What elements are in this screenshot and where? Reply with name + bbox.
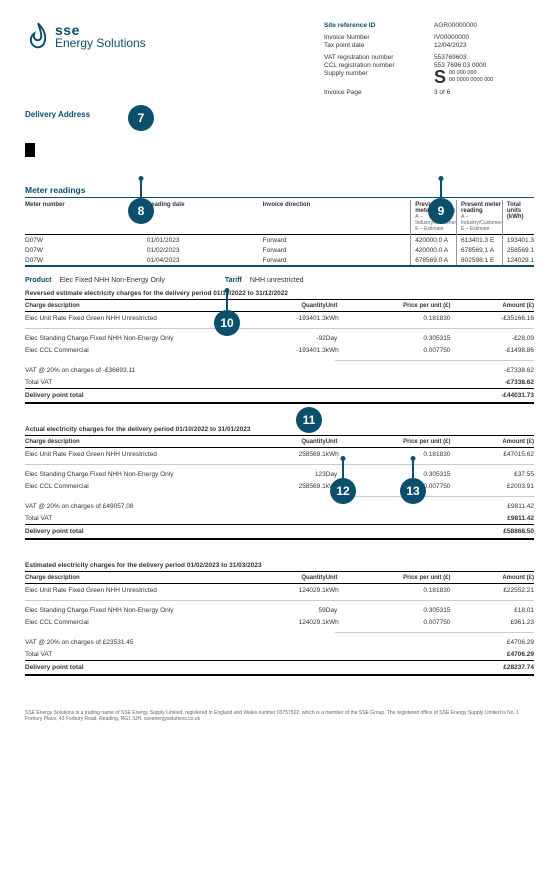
- meta-page-val: 3 of 6: [434, 89, 534, 96]
- page-footer: SSE Energy Solutions is a trading name o…: [25, 710, 534, 722]
- supply-s-icon: S: [434, 70, 446, 84]
- tariff-label: Tariff: [225, 277, 242, 284]
- tariff-value: NHH unrestricted: [250, 277, 304, 284]
- delivery-address-label: Delivery Address: [25, 110, 90, 119]
- mtr-col-date: Reading date: [147, 200, 263, 235]
- delivery-point-total-row: Delivery point total£58868.50: [25, 525, 534, 540]
- meta-siteref-val: AGR00000000: [434, 22, 534, 29]
- block2-table: Charge description Quantity Unit Price p…: [25, 436, 534, 540]
- mtr-col-units: Total units (kWh): [502, 200, 534, 235]
- invoice-meta-grid: Site reference ID AGR00000000 Invoice Nu…: [324, 22, 534, 96]
- table-row: D07W01/01/2023Forward420000.0 A613401.3 …: [25, 235, 534, 246]
- total-vat-row: Total VAT-£7338.62: [25, 376, 534, 389]
- meta-supply-val: S 00 000 000 00 0000 0000 000: [434, 70, 534, 84]
- mtr-col-dir: Invoice direction: [263, 200, 411, 235]
- table-row: Elec CCL Commercial-193401.3kWh0.007750-…: [25, 344, 534, 356]
- mtr-col-pres: Present meter reading A – Industry/Custo…: [457, 200, 503, 235]
- annotation-marker-12: 12: [330, 478, 356, 504]
- block3-header: Estimated electricity charges for the de…: [25, 562, 534, 572]
- redacted-block: [25, 143, 35, 157]
- vat-row: VAT @ 20% on charges of £23531.45£4706.2…: [25, 636, 534, 648]
- chg-col-qty: Quantity: [259, 300, 326, 312]
- product-tariff-line: Product Elec Fixed NHH Non-Energy Only T…: [25, 277, 534, 284]
- meta-siteref-key: Site reference ID: [324, 22, 434, 29]
- meta-taxdate-key: Tax point date: [324, 42, 434, 49]
- delivery-point-total-row: Delivery point total£28237.74: [25, 661, 534, 676]
- annotation-marker-10: 10: [214, 310, 240, 336]
- total-vat-row: Total VAT£4706.29: [25, 648, 534, 661]
- annotation-marker-11: 11: [296, 407, 322, 433]
- meta-ccl-val: 553 7696 03 0000: [434, 62, 534, 69]
- table-row: D07W01/04/2023Forward678569.0 A802598.1 …: [25, 255, 534, 266]
- meta-invnum-val: IV00000000: [434, 34, 534, 41]
- meta-vat-key: VAT registration number: [324, 54, 434, 61]
- delivery-address-row: Delivery Address: [25, 110, 534, 119]
- table-row: Elec CCL Commercial124029.1kWh0.007750£9…: [25, 616, 534, 628]
- block1-header: Reversed estimate electricity charges fo…: [25, 290, 534, 300]
- meter-readings-title: Meter readings: [25, 185, 534, 198]
- logo-text: sse Energy Solutions: [55, 22, 146, 50]
- brand-line2: Energy Solutions: [55, 36, 146, 50]
- logo-flame-icon: [25, 22, 51, 56]
- block2-header: Actual electricity charges for the deliv…: [25, 426, 534, 436]
- table-row: Elec Standing Charge Fixed NHH Non-Energ…: [25, 604, 534, 616]
- block1-table: Charge description Quantity Unit Price p…: [25, 300, 534, 404]
- table-row: D07W01/02/2023Forward420000.0 A678569.1 …: [25, 245, 534, 255]
- supply-bot: 00 0000 0000 000: [449, 77, 493, 84]
- table-row: Elec Unit Rate Fixed Green NHH Unrestric…: [25, 584, 534, 597]
- meta-ccl-key: CCL registration number: [324, 62, 434, 69]
- block3-table: Charge description Quantity Unit Price p…: [25, 572, 534, 676]
- annotation-marker-13: 13: [400, 478, 426, 504]
- chg-col-amt: Amount (£): [450, 300, 534, 312]
- supply-top: 00 000 000: [449, 70, 493, 77]
- vat-row: VAT @ 20% on charges of £49057.08£9811.4…: [25, 500, 534, 512]
- meta-page-key: Invoice Page: [324, 89, 434, 96]
- table-row: Elec Standing Charge Fixed NHH Non-Energ…: [25, 332, 534, 344]
- annotation-marker-9: 9: [428, 198, 454, 224]
- invoice-header: sse Energy Solutions Site reference ID A…: [25, 22, 534, 96]
- chg-col-unit: Unit: [326, 300, 362, 312]
- meta-vat-val: 553769603: [434, 54, 534, 61]
- meter-readings-table: Meter number Reading date Invoice direct…: [25, 200, 534, 267]
- table-row: Elec Standing Charge Fixed NHH Non-Energ…: [25, 468, 534, 480]
- product-label: Product: [25, 277, 51, 284]
- table-row: Elec Unit Rate Fixed Green NHH Unrestric…: [25, 312, 534, 325]
- annotation-marker-8: 8: [128, 198, 154, 224]
- table-row: Elec Unit Rate Fixed Green NHH Unrestric…: [25, 448, 534, 461]
- brand-logo: sse Energy Solutions: [25, 22, 146, 96]
- product-value: Elec Fixed NHH Non-Energy Only: [59, 277, 164, 284]
- total-vat-row: Total VAT£9811.42: [25, 512, 534, 525]
- vat-row: VAT @ 20% on charges of -£36693.11-£7338…: [25, 364, 534, 376]
- meta-supply-key: Supply number: [324, 70, 434, 84]
- table-row: Elec CCL Commercial258569.1kWh0.007750£2…: [25, 480, 534, 492]
- meta-taxdate-val: 12/04/2023: [434, 42, 534, 49]
- delivery-point-total-row: Delivery point total-£44031.73: [25, 389, 534, 404]
- chg-col-ppu: Price per unit (£): [361, 300, 450, 312]
- meta-invnum-key: Invoice Number: [324, 34, 434, 41]
- annotation-marker-7: 7: [128, 105, 154, 131]
